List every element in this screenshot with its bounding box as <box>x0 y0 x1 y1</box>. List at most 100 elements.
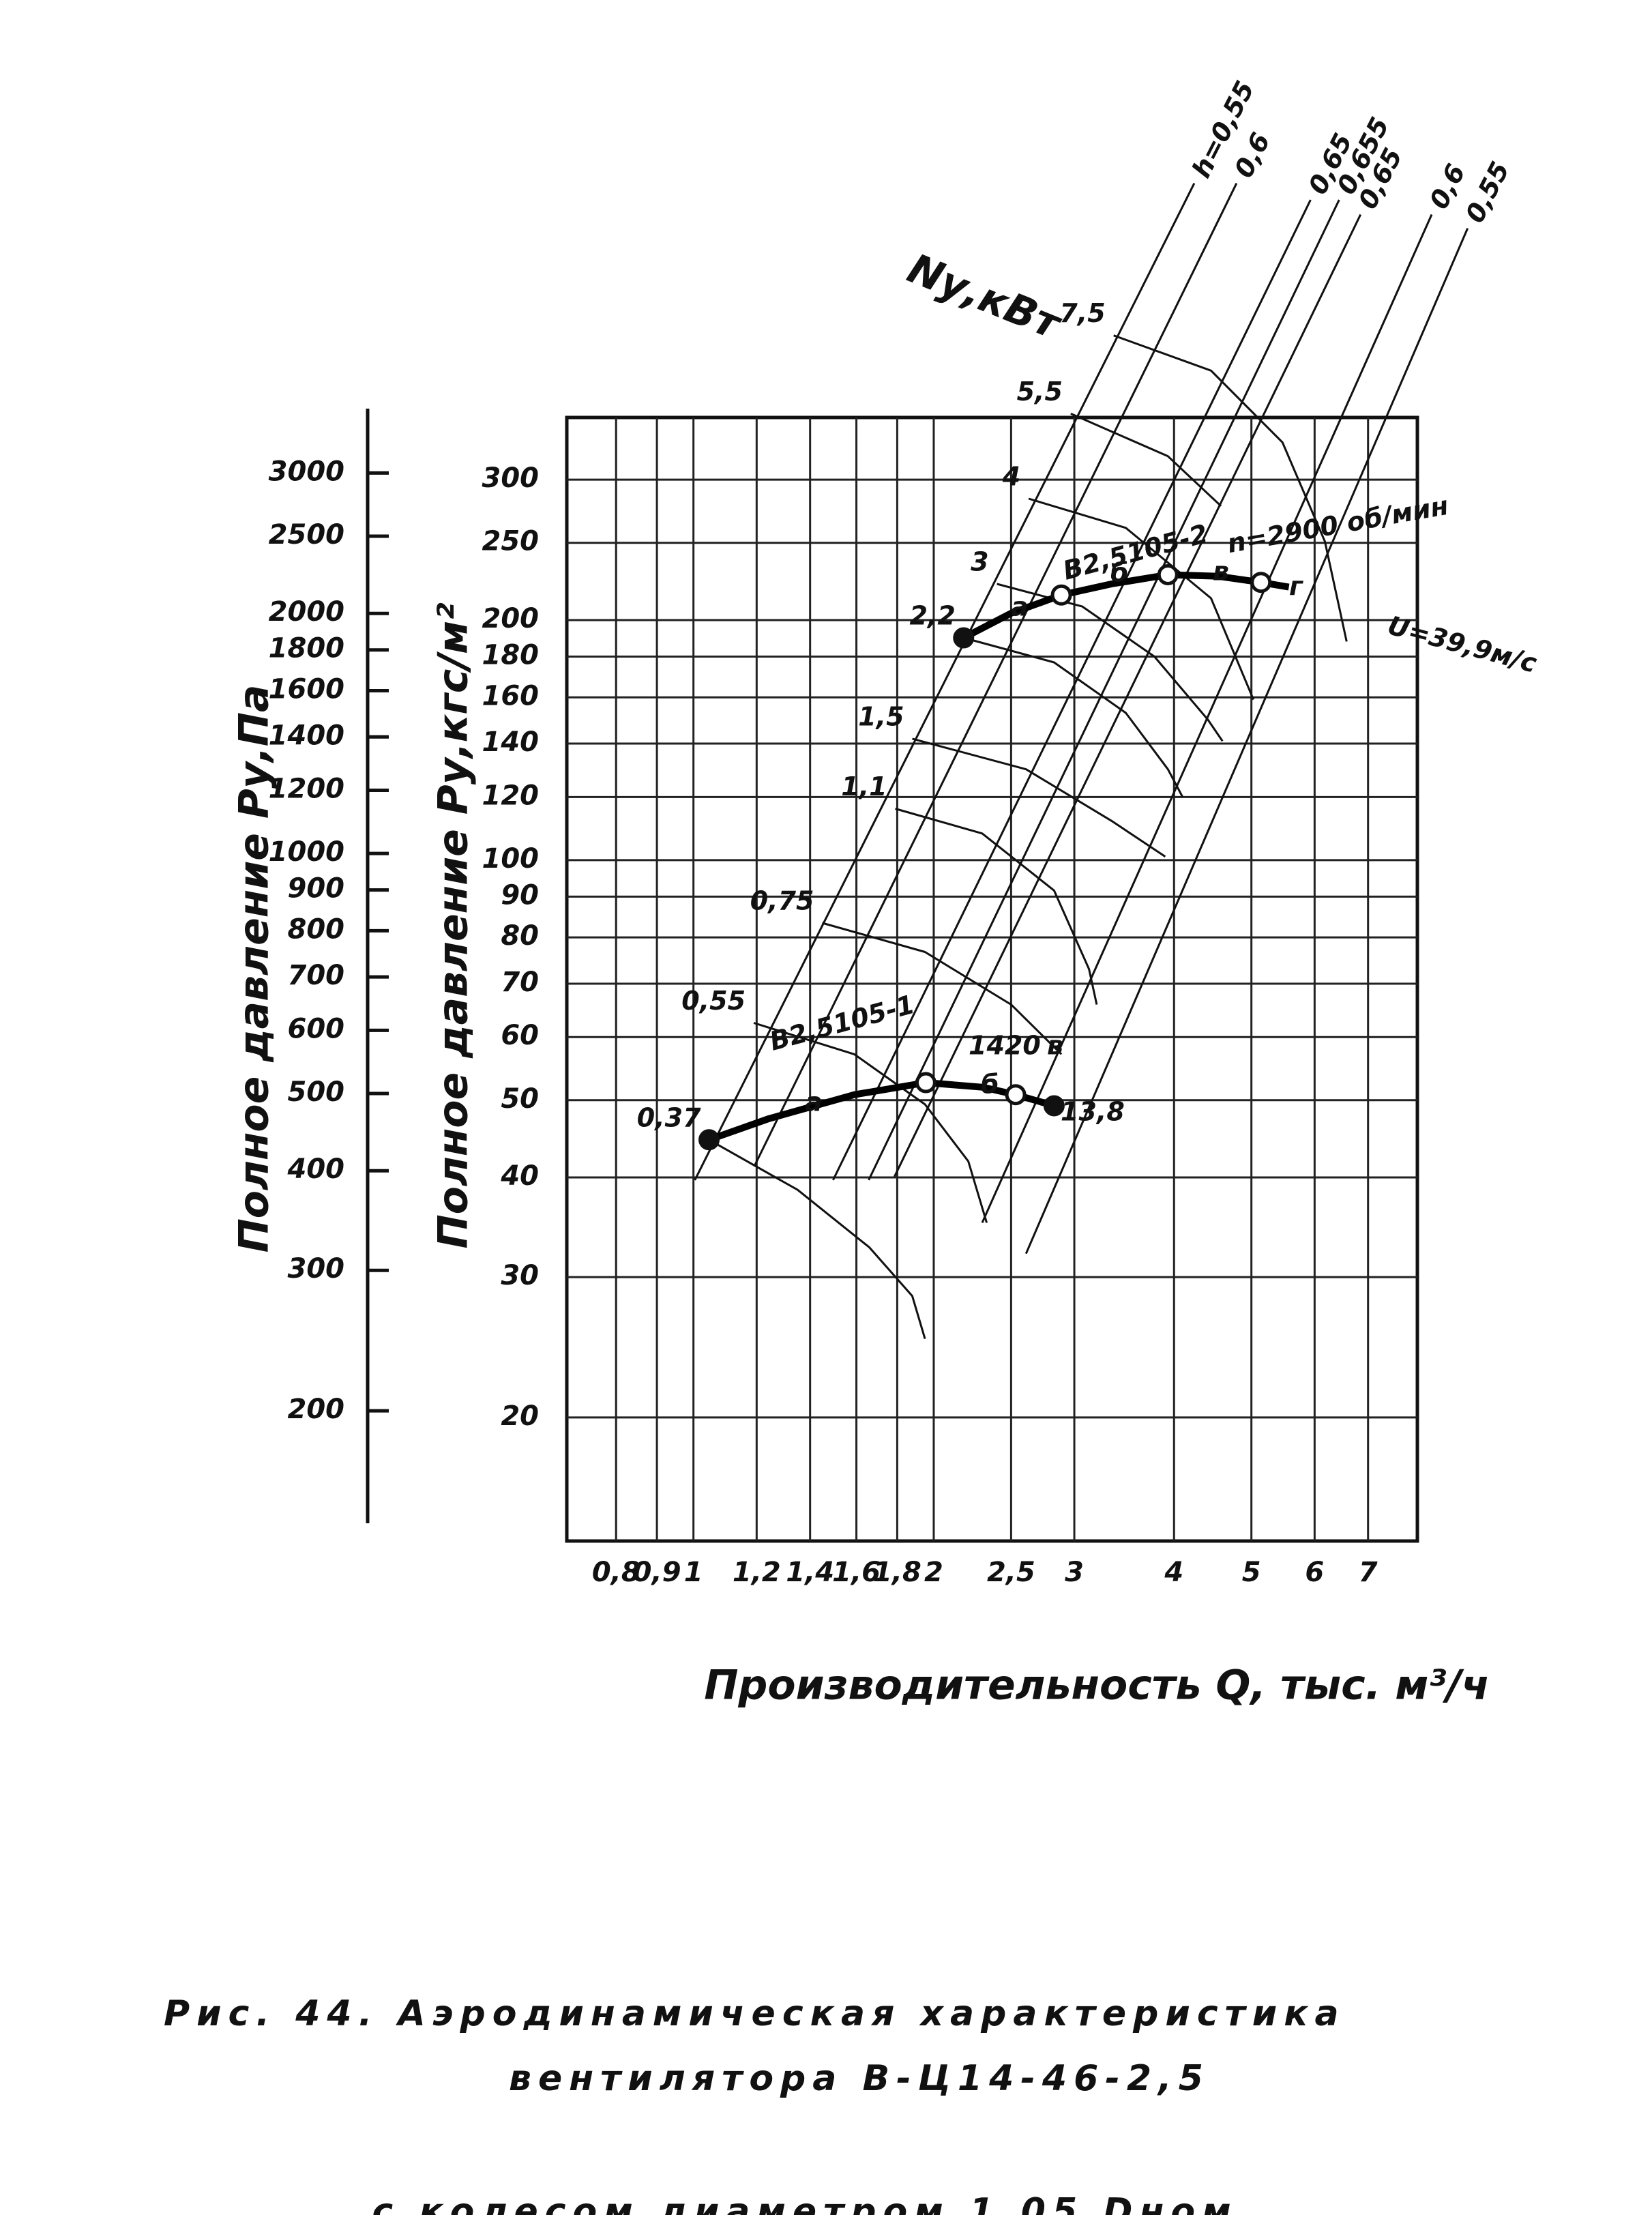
y-tick-label: 80 <box>501 920 539 952</box>
power-label: 7,5 <box>1059 298 1105 328</box>
power-label: 3 <box>971 547 988 577</box>
fan-point <box>698 1129 720 1151</box>
fan-point <box>1250 572 1272 593</box>
power-label: 0,75 <box>750 886 814 916</box>
plot-frame <box>565 415 1419 1543</box>
x-tick-label: 1 <box>684 1557 703 1588</box>
annotation: 1420 <box>969 1031 1041 1061</box>
x-axis-title: Производительность Q, тыс. м³/ч <box>704 1662 1490 1710</box>
x-tick-label: 1,8 <box>873 1557 921 1588</box>
efficiency-label: 0,55 <box>1460 157 1516 228</box>
annotation: а <box>1011 592 1029 622</box>
annotation: б <box>1110 558 1129 588</box>
y-tick-label: 50 <box>501 1083 539 1115</box>
caption-line: Рис. 44. Аэродинамическая характеристика <box>164 1993 1346 2034</box>
power-curve <box>895 808 1098 1005</box>
power-curve <box>1028 497 1255 701</box>
fan-curve-label: В2,5105-1 <box>767 989 918 1057</box>
y-tick-label: 300 <box>482 463 540 494</box>
y-tick-label: 120 <box>482 780 540 811</box>
fan-point <box>1157 563 1179 585</box>
power-label: 1,5 <box>858 701 904 731</box>
x-tick-label: 0,8 <box>592 1557 640 1588</box>
y2-tick-label: 200 <box>288 1394 345 1425</box>
y2-tick-label: 2000 <box>269 596 344 628</box>
efficiency-line <box>832 199 1312 1181</box>
fan-point <box>1043 1095 1065 1117</box>
annotation: б <box>981 1070 999 1100</box>
caption-line: с колесом диаметром 1,05 Dном <box>372 2191 1237 2215</box>
y2-tick-label: 400 <box>287 1154 345 1185</box>
annotation: г <box>1289 572 1303 602</box>
y-tick-label: 90 <box>501 879 539 911</box>
y-tick-label: 70 <box>501 967 539 998</box>
y2-tick-label: 1200 <box>269 774 344 805</box>
y2-tick-label: 1800 <box>269 633 344 664</box>
x-tick-label: 1,2 <box>733 1557 781 1588</box>
y2-tick-label: 300 <box>288 1253 345 1285</box>
power-curve <box>753 1022 988 1223</box>
y-tick-label: 140 <box>482 727 540 758</box>
x-tick-label: 3 <box>1065 1557 1084 1588</box>
y-tick-label: 20 <box>501 1400 539 1432</box>
y-tick-label: 200 <box>482 603 540 634</box>
power-label: 4 <box>1002 461 1020 491</box>
y-tick-label: 30 <box>501 1260 539 1291</box>
y-tick-label: 160 <box>482 680 540 712</box>
power-axis-title: Nу,кВт <box>901 245 1069 350</box>
x-tick-label: 6 <box>1305 1557 1324 1588</box>
y2-axis-title: Полное давление Ру,Па <box>231 685 278 1253</box>
y2-tick-label: 1400 <box>269 720 344 751</box>
y-tick-label: 60 <box>501 1020 539 1051</box>
x-tick-label: 5 <box>1242 1557 1261 1588</box>
power-curve <box>1113 334 1348 642</box>
y-axis-title: Полное давление Ру,кгс/м² <box>430 602 477 1248</box>
power-label: 2,2 <box>909 601 955 631</box>
x-tick-label: 0,9 <box>633 1557 681 1588</box>
x-tick-label: 1,6 <box>832 1557 881 1588</box>
x-tick-label: 1,4 <box>786 1557 834 1588</box>
power-label: 0,37 <box>637 1102 701 1132</box>
y-tick-label: 250 <box>482 526 540 557</box>
x-tick-label: 2 <box>924 1557 943 1588</box>
efficiency-line <box>694 183 1196 1181</box>
y2-tick-label: 900 <box>288 873 345 905</box>
power-curve <box>1070 413 1222 507</box>
x-tick-label: 2,5 <box>987 1557 1035 1588</box>
efficiency-line <box>1024 228 1469 1255</box>
power-curve <box>912 737 1166 858</box>
annotation: в <box>1213 557 1229 587</box>
fan-point <box>915 1072 936 1094</box>
annotation: в <box>1047 1031 1063 1061</box>
y2-tick-label: 1600 <box>269 674 344 705</box>
fan-point <box>1050 584 1072 606</box>
efficiency-line <box>754 183 1238 1167</box>
power-label: 1,1 <box>841 772 887 802</box>
annotation: а <box>805 1087 823 1117</box>
caption-line: вентилятора В-Ц14-46-2,5 <box>509 2058 1210 2099</box>
y-tick-label: 40 <box>500 1160 539 1192</box>
power-curve <box>708 1139 926 1340</box>
power-curve <box>963 636 1184 798</box>
y2-tick-label: 700 <box>288 960 345 991</box>
x-tick-label: 7 <box>1359 1557 1378 1588</box>
y2-tick-label: 3000 <box>269 456 344 487</box>
fan-point <box>953 627 975 649</box>
annotation: U=39,9м/с <box>1385 610 1540 679</box>
power-curve <box>822 922 1063 1055</box>
y-tick-label: 100 <box>482 843 540 875</box>
y-tick-label: 180 <box>482 639 540 671</box>
y2-tick-label: 1000 <box>269 836 344 868</box>
power-label: 5,5 <box>1017 377 1063 407</box>
fan-curve <box>707 1079 1055 1143</box>
fan-point <box>1005 1084 1027 1106</box>
efficiency-line <box>894 214 1362 1177</box>
annotation: 13,8 <box>1061 1097 1125 1127</box>
y2-tick-label: 2500 <box>269 519 344 551</box>
power-label: 0,55 <box>681 986 746 1016</box>
y2-tick-label: 600 <box>288 1013 345 1044</box>
y2-tick-label: 500 <box>288 1076 345 1108</box>
y2-tick-label: 800 <box>288 913 345 945</box>
